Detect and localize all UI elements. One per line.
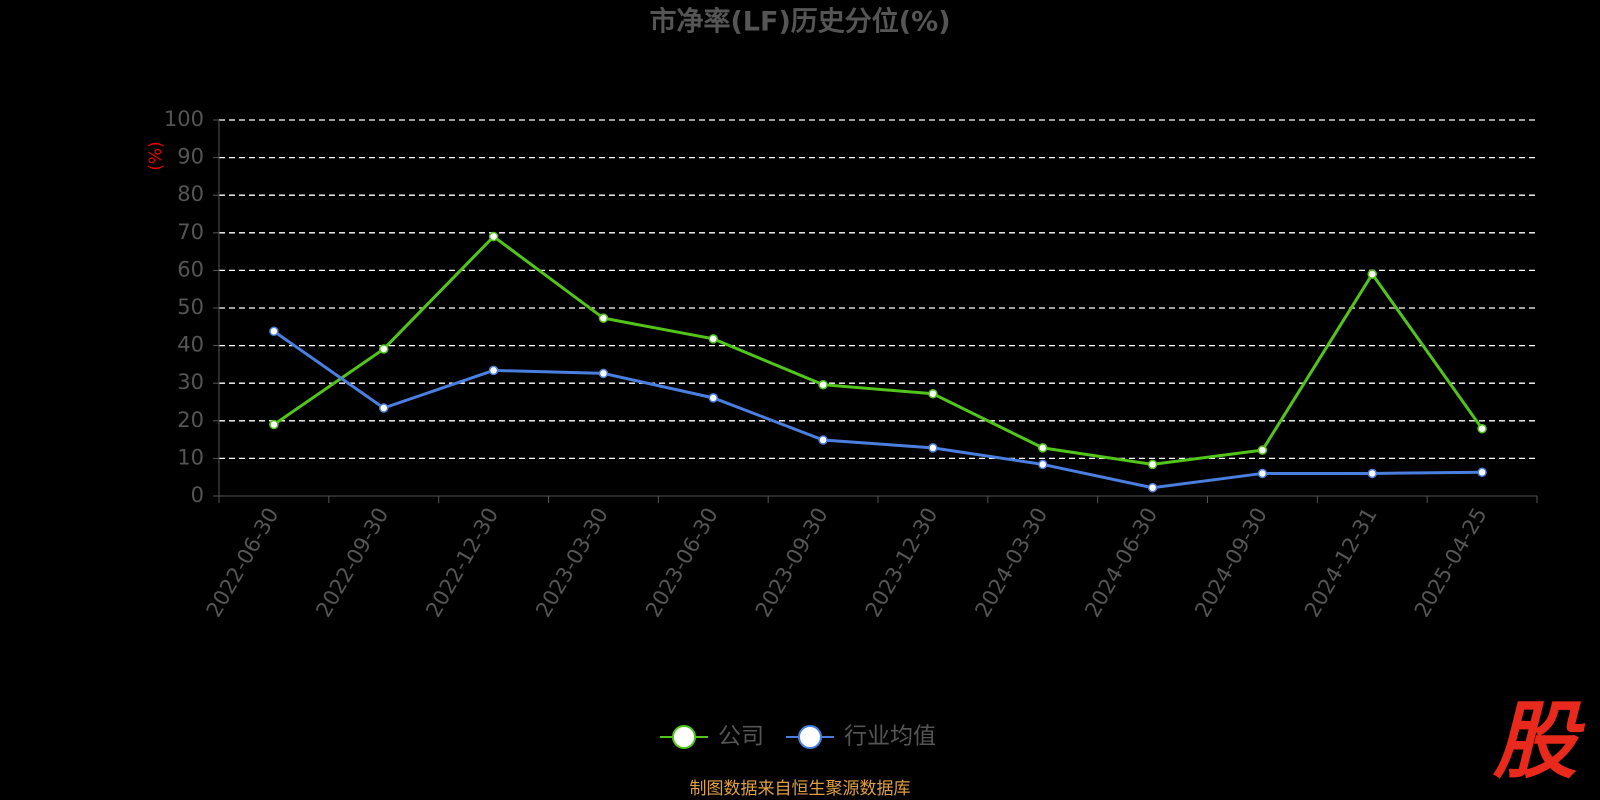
y-tick-label: 90 <box>177 145 204 169</box>
legend-label[interactable]: 行业均值 <box>844 724 936 750</box>
x-tick-label: 2023-09-30 <box>751 504 833 622</box>
point <box>818 435 828 445</box>
point <box>488 365 499 376</box>
point <box>928 388 938 399</box>
series-line <box>273 234 1484 466</box>
point <box>818 379 828 390</box>
x-tick-label: 2024-09-30 <box>1190 504 1272 622</box>
legend-marker[interactable] <box>798 725 822 749</box>
source-note: 制图数据来自恒生聚源数据库 <box>690 779 911 799</box>
point <box>1147 482 1158 493</box>
point <box>1477 467 1487 478</box>
point <box>598 368 609 379</box>
point <box>1257 468 1268 479</box>
point <box>379 403 389 413</box>
logo: 股 <box>1492 692 1586 790</box>
x-tick-label: 2024-06-30 <box>1080 504 1162 622</box>
point <box>1147 459 1158 470</box>
point <box>1257 445 1268 455</box>
y-tick-label: 60 <box>177 257 204 281</box>
point <box>1367 269 1377 279</box>
chart-title: 市净率(LF)历史分位(%) <box>649 6 950 38</box>
y-tick-label: 20 <box>177 408 204 432</box>
point <box>708 393 718 403</box>
y-tick-label: 10 <box>177 445 204 469</box>
legend-marker[interactable] <box>672 725 696 749</box>
point <box>1477 423 1487 434</box>
point <box>379 344 389 354</box>
point <box>928 443 938 453</box>
y-axis-label: (%) <box>146 141 166 170</box>
x-tick-label: 2023-03-30 <box>531 504 613 622</box>
series-line <box>273 330 1483 490</box>
y-tick-label: 80 <box>177 182 204 206</box>
point <box>598 313 609 323</box>
point <box>269 419 279 430</box>
point <box>708 334 718 344</box>
x-tick-label: 2025-04-25 <box>1410 504 1492 622</box>
x-tick-label: 2024-03-30 <box>970 504 1052 622</box>
y-tick-label: 30 <box>177 370 204 394</box>
point <box>1038 443 1048 453</box>
point <box>1038 459 1048 470</box>
y-tick-label: 40 <box>177 333 204 357</box>
point <box>1367 468 1377 479</box>
x-tick-label: 2022-12-30 <box>421 504 503 622</box>
y-tick-label: 70 <box>177 220 204 244</box>
y-tick-label: 100 <box>164 107 204 131</box>
point <box>488 231 499 242</box>
point <box>269 326 279 337</box>
y-tick-label: 50 <box>177 295 204 319</box>
x-tick-label: 2024-12-31 <box>1300 504 1382 622</box>
x-tick-label: 2022-06-30 <box>202 504 284 622</box>
x-tick-label: 2023-12-30 <box>861 504 943 622</box>
legend-label[interactable]: 公司 <box>718 724 764 750</box>
x-tick-label: 2022-09-30 <box>311 504 393 622</box>
x-tick-label: 2023-06-30 <box>641 504 723 622</box>
y-tick-label: 0 <box>191 483 204 507</box>
